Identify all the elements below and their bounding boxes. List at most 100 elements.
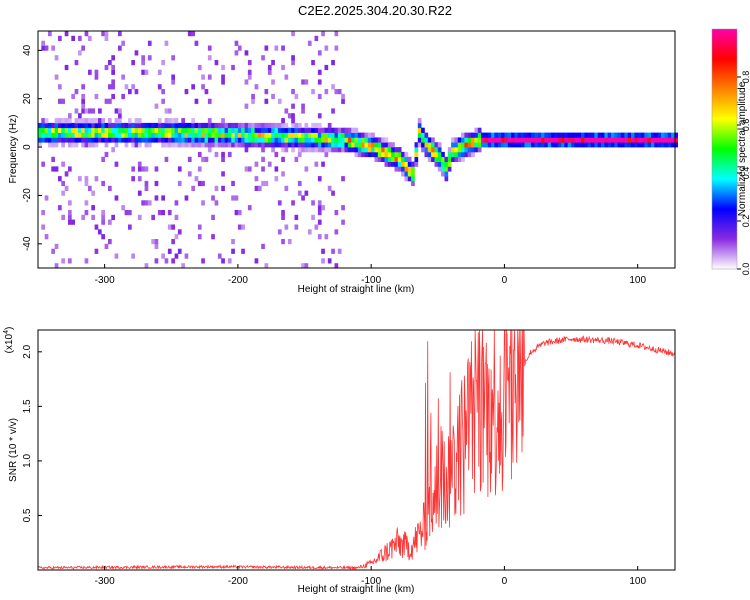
spectrogram-cell: [481, 142, 485, 148]
spectrogram-cell: [114, 142, 119, 148]
spectrogram-cell: [251, 142, 255, 148]
spectrogram-cell: [171, 137, 175, 143]
spectrogram-cell: [444, 156, 449, 162]
spectrogram-cell: [74, 137, 79, 143]
spectrogram-cell: [134, 118, 139, 124]
spectrogram-cell: [484, 132, 489, 138]
spectrogram-cell: [517, 142, 522, 148]
spectrogram-cell: [547, 132, 552, 138]
spectrogram-cell: [384, 142, 389, 148]
spectrogram-cell: [81, 108, 85, 114]
spectrogram-cell: [434, 156, 439, 162]
spectrogram-cell: [234, 122, 239, 129]
spectrogram-cell: [118, 118, 122, 124]
spectrogram-cell: [284, 127, 289, 133]
spectrogram-cell: [437, 156, 442, 162]
spectrogram-cell: [337, 127, 342, 133]
spectrogram-cell: [171, 258, 175, 264]
spectrogram-cell: [118, 113, 122, 119]
spectrogram-cell: [44, 118, 49, 124]
spectrogram-cell: [651, 137, 655, 143]
spectrogram-cell: [191, 137, 195, 143]
spectrogram-cell: [94, 127, 99, 133]
spectrogram-cell: [61, 127, 65, 133]
spectrogram-cell: [231, 180, 235, 187]
spectrogram-cell: [361, 147, 365, 153]
spectrogram-cell: [41, 127, 45, 133]
spectrogram-cell: [167, 132, 172, 138]
spectrogram-cell: [674, 132, 678, 138]
spectrogram-cell: [121, 122, 125, 129]
spectrogram-cell: [511, 137, 515, 143]
spectrogram-cell: [128, 118, 132, 124]
snr-x-tick-label: -100: [361, 576, 381, 587]
spectrogram-cell: [304, 137, 309, 143]
spectrogram-cell: [334, 31, 339, 37]
spectrogram-cell: [141, 132, 145, 138]
spectrogram-cell: [361, 137, 365, 143]
spectrogram-cell: [41, 45, 45, 51]
spectrogram-cell: [214, 122, 219, 129]
spectrogram-cell: [591, 142, 595, 148]
spectrogram-cell: [167, 248, 172, 254]
spectrogram-cell: [541, 137, 545, 143]
spectrogram-cell: [347, 137, 352, 143]
spectrogram-cell: [407, 166, 412, 172]
spectrogram-cell: [517, 132, 522, 138]
spectrogram-cell: [457, 142, 462, 148]
spectrogram-cell: [111, 69, 115, 75]
spectrogram-cell: [207, 122, 212, 129]
spectrogram-cell: [281, 156, 285, 162]
spectrogram-cell: [64, 137, 69, 143]
spectrogram-cell: [471, 151, 475, 158]
spectrogram-cell: [144, 263, 149, 269]
spectrogram-cell: [227, 132, 232, 138]
spectrogram-cell: [94, 118, 99, 124]
spectrogram-cell: [118, 132, 122, 138]
spectrogram-cell: [487, 142, 492, 148]
spectrogram-y-tick-label: -20: [22, 188, 33, 203]
spectrogram-cell: [624, 142, 629, 148]
spectrogram-cell: [177, 132, 182, 138]
spectrogram-cell: [417, 132, 422, 138]
spectrogram-cell: [597, 137, 602, 143]
spectrogram-cell: [134, 137, 139, 143]
spectrogram-cell: [397, 161, 402, 167]
spectrogram-cell: [311, 60, 315, 66]
spectrogram-cell: [327, 132, 332, 138]
spectrogram-cell: [451, 137, 455, 143]
spectrogram-cell: [81, 137, 85, 143]
spectrogram-cell: [421, 142, 425, 148]
spectrogram-cell: [48, 142, 52, 148]
spectrogram-cell: [171, 79, 175, 85]
spectrogram-cell: [584, 132, 589, 138]
spectrogram-cell: [78, 118, 82, 124]
spectrogram-cell: [247, 60, 252, 66]
spectrogram-cell: [364, 137, 369, 143]
spectrogram-cell: [231, 122, 235, 129]
spectrogram-cell: [417, 142, 422, 148]
spectrogram-cell: [597, 142, 602, 148]
spectrogram-cell: [137, 161, 142, 167]
spectrogram-cell: [537, 142, 542, 148]
spectrogram-cell: [94, 74, 99, 80]
spectrogram-cell: [464, 132, 469, 138]
spectrogram-cell: [564, 132, 569, 138]
spectrogram-cell: [537, 132, 542, 138]
spectrogram-cell: [74, 122, 79, 129]
spectrogram-cell: [141, 122, 145, 129]
spectrogram-cell: [287, 127, 292, 133]
spectrogram-cell: [118, 137, 122, 143]
spectrogram-cell: [297, 147, 302, 153]
spectrogram-cell: [341, 137, 345, 143]
spectrogram-cell: [467, 147, 472, 153]
spectrogram-cell: [311, 147, 315, 153]
spectrogram-cell: [84, 108, 89, 114]
spectrogram-cell: [277, 98, 282, 104]
spectrogram-cell: [467, 137, 472, 143]
spectrogram-cell: [204, 127, 209, 133]
spectrogram-cell: [281, 118, 285, 124]
spectrogram-cell: [94, 224, 99, 230]
spectrogram-cell: [101, 118, 105, 124]
spectrogram-cell: [351, 137, 355, 143]
